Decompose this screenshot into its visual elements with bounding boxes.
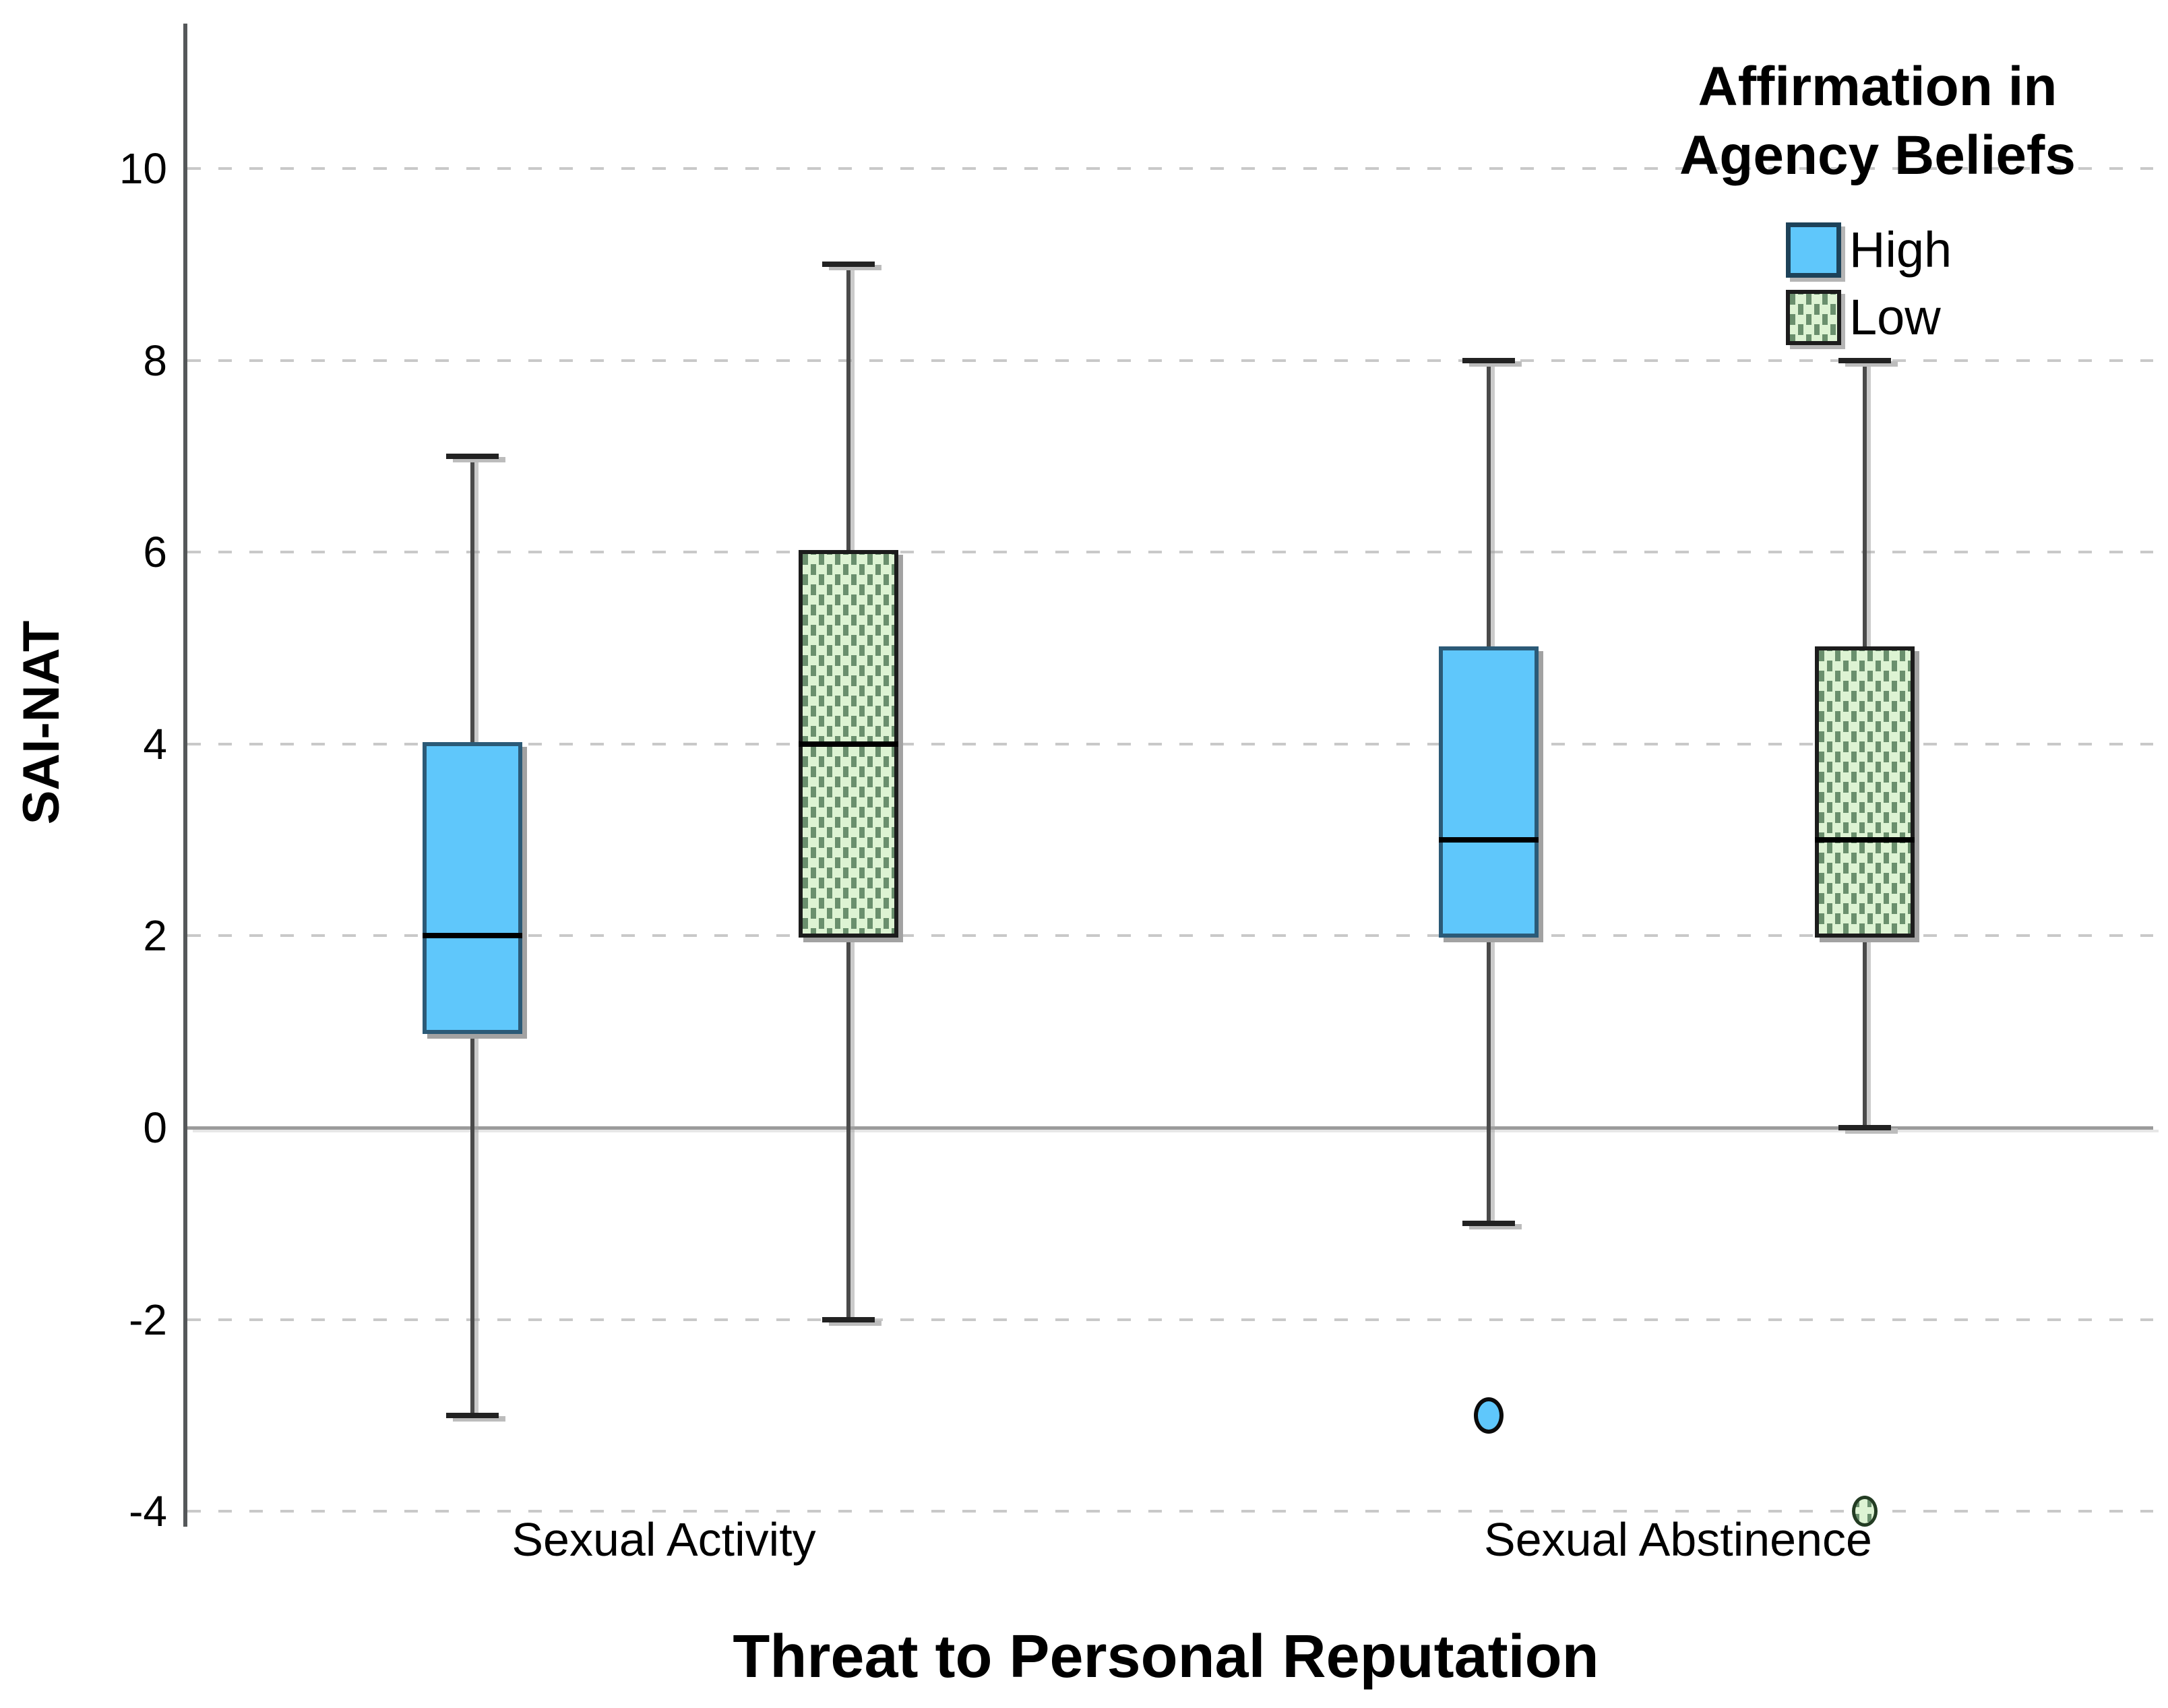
gridline-4 xyxy=(187,743,2153,745)
legend-title-line: Agency Beliefs xyxy=(1679,125,2076,186)
legend-swatch-low-icon xyxy=(1786,290,1841,345)
y-tick-label-6: 6 xyxy=(143,528,167,576)
gridline--4 xyxy=(187,1510,2153,1513)
lower-whisker-cap-low-sexual-activity xyxy=(822,1317,875,1322)
lower-whisker-cap-high-sexual-activity xyxy=(446,1413,499,1418)
upper-whisker-cap-high-sexual-activity xyxy=(446,454,499,459)
gridline-10 xyxy=(187,167,2153,170)
box-high-sexual-abstinence xyxy=(1439,646,1539,938)
upper-whisker-high-sexual-activity xyxy=(470,456,474,744)
y-tick-label-10: 10 xyxy=(119,144,167,193)
y-tick-label-0: 0 xyxy=(143,1103,167,1152)
y-axis-line xyxy=(183,24,187,1527)
upper-whisker-cap-low-sexual-activity xyxy=(822,262,875,267)
zero-reference-line-shadow xyxy=(193,1130,2159,1132)
y-tick-label-2: 2 xyxy=(143,911,167,960)
gridline--2 xyxy=(187,1318,2153,1321)
median-line-high-sexual-abstinence xyxy=(1439,837,1539,843)
category-label-sexual-abstinence: Sexual Abstinence xyxy=(1484,1513,1872,1566)
gridline-6 xyxy=(187,551,2153,553)
zero-reference-line xyxy=(187,1126,2153,1130)
outlier-point-high-sexual-abstinence xyxy=(1474,1397,1504,1434)
y-tick-label-4: 4 xyxy=(143,720,167,768)
upper-whisker-cap-low-sexual-abstinence xyxy=(1838,358,1891,363)
outlier-point-low-sexual-abstinence xyxy=(1852,1496,1878,1527)
median-line-high-sexual-activity xyxy=(423,933,522,938)
upper-whisker-cap-high-sexual-abstinence xyxy=(1462,358,1515,363)
y-tick-label--4: -4 xyxy=(129,1487,167,1535)
lower-whisker-cap-low-sexual-abstinence xyxy=(1838,1125,1891,1130)
lower-whisker-low-sexual-activity xyxy=(846,936,850,1320)
upper-whisker-low-sexual-abstinence xyxy=(1863,361,1867,648)
upper-whisker-high-sexual-abstinence xyxy=(1487,361,1491,648)
median-line-low-sexual-abstinence xyxy=(1815,837,1915,843)
x-axis-title: Threat to Personal Reputation xyxy=(733,1623,1599,1690)
lower-whisker-cap-high-sexual-abstinence xyxy=(1462,1221,1515,1226)
median-line-low-sexual-activity xyxy=(799,741,898,747)
y-tick-label--2: -2 xyxy=(129,1295,167,1344)
lower-whisker-high-sexual-activity xyxy=(470,1032,474,1415)
legend-swatch-high-icon xyxy=(1786,222,1841,278)
box-low-sexual-abstinence xyxy=(1815,646,1915,938)
category-label-sexual-activity: Sexual Activity xyxy=(512,1513,816,1566)
legend-label-high: High xyxy=(1849,222,1952,278)
legend-title: Affirmation in Agency Beliefs xyxy=(1642,53,2113,190)
gridline-8 xyxy=(187,359,2153,362)
y-tick-label-8: 8 xyxy=(143,336,167,385)
box-high-sexual-activity xyxy=(423,742,522,1034)
legend-title-line: Affirmation in xyxy=(1698,56,2057,117)
gridline-2 xyxy=(187,934,2153,937)
legend-label-low: Low xyxy=(1849,289,1941,345)
upper-whisker-low-sexual-activity xyxy=(846,264,850,552)
lower-whisker-low-sexual-abstinence xyxy=(1863,936,1867,1128)
lower-whisker-high-sexual-abstinence xyxy=(1487,936,1491,1223)
